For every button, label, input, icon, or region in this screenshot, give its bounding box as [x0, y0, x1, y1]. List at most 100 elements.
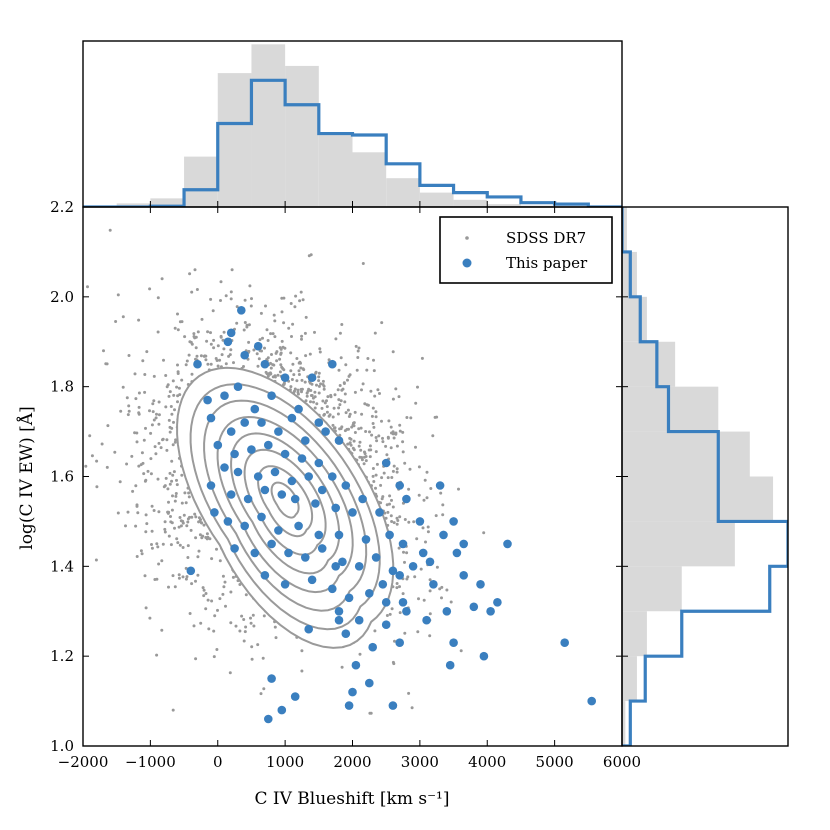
sdss-point — [242, 328, 246, 332]
sdss-point — [338, 403, 342, 407]
legend-this-paper-label: This paper — [506, 254, 588, 272]
sdss-point — [154, 416, 158, 420]
x-tick-label: 5000 — [536, 753, 574, 771]
this-paper-point — [321, 427, 330, 436]
sdss-point — [229, 590, 233, 594]
sdss-point — [229, 290, 233, 294]
sdss-point — [151, 402, 155, 406]
sdss-point — [216, 344, 220, 348]
this-paper-point — [344, 701, 354, 710]
sdss-point — [218, 358, 222, 362]
sdss-point — [317, 391, 321, 395]
sdss-point — [395, 444, 399, 448]
sdss-point — [200, 536, 204, 540]
sdss-point — [157, 422, 161, 426]
sdss-point — [299, 366, 303, 370]
sdss-point — [137, 464, 141, 468]
sdss-point — [348, 412, 352, 416]
sdss-point — [315, 383, 318, 387]
contour-level — [189, 383, 381, 631]
sdss-point — [232, 361, 235, 365]
sdss-point — [189, 528, 193, 532]
sdss-point — [184, 501, 188, 505]
sdss-point — [170, 521, 174, 525]
this-paper-point — [425, 557, 435, 567]
this-paper-point — [378, 580, 388, 589]
sdss-point — [140, 552, 144, 556]
sdss-point — [140, 451, 144, 455]
sdss-point — [197, 549, 201, 553]
sdss-point — [381, 440, 385, 444]
sdss-point — [250, 297, 253, 301]
sdss-point — [127, 354, 131, 357]
sdss-point — [204, 354, 208, 358]
sdss-point — [300, 378, 304, 382]
sdss-point — [148, 616, 152, 620]
contour-level — [176, 366, 395, 649]
sdss-point — [223, 580, 227, 584]
sdss-point — [181, 546, 185, 549]
sdss-point — [395, 522, 399, 526]
sdss-point — [414, 445, 417, 449]
sdss-point — [136, 511, 140, 515]
this-paper-point — [237, 306, 246, 315]
sdss-point — [428, 578, 432, 582]
sdss-point — [200, 317, 204, 321]
sdss-point — [135, 555, 139, 558]
sdss-point — [372, 480, 376, 483]
sdss-point — [242, 365, 245, 368]
sdss-point — [250, 645, 254, 649]
sdss-point — [343, 400, 347, 404]
sdss-point — [410, 706, 414, 710]
sdss-point — [178, 543, 182, 547]
sdss-point — [167, 418, 171, 422]
sdss-point — [172, 393, 176, 397]
sdss-point — [346, 378, 349, 382]
this-paper-point — [193, 359, 202, 369]
sdss-point — [403, 631, 407, 635]
sdss-point — [192, 624, 196, 628]
sdss-point — [172, 420, 175, 424]
sdss-point — [262, 614, 266, 618]
sdss-point — [317, 371, 321, 375]
sdss-point — [333, 426, 337, 430]
sdss-point — [133, 431, 137, 435]
top-histogram-bar — [285, 65, 319, 207]
sdss-point — [385, 453, 389, 457]
sdss-point — [441, 503, 445, 507]
sdss-point — [374, 486, 377, 490]
sdss-point — [116, 511, 120, 515]
sdss-point — [243, 630, 247, 634]
sdss-point — [194, 657, 198, 661]
this-paper-point — [381, 620, 391, 629]
sdss-point — [219, 280, 223, 284]
sdss-point — [296, 390, 300, 394]
sdss-point — [176, 394, 180, 398]
sdss-point — [309, 389, 313, 392]
sdss-point — [176, 363, 179, 367]
sdss-point — [407, 520, 411, 524]
sdss-point — [261, 656, 265, 660]
sdss-point — [309, 400, 312, 404]
this-paper-point — [290, 692, 300, 701]
sdss-point — [167, 585, 170, 589]
sdss-point — [398, 515, 402, 519]
sdss-point — [308, 352, 312, 356]
sdss-point — [346, 408, 350, 412]
sdss-point — [317, 375, 321, 379]
sdss-point — [269, 366, 273, 370]
this-paper-point — [358, 494, 367, 504]
sdss-point — [227, 354, 231, 358]
this-paper-point — [223, 337, 233, 347]
sdss-point — [347, 415, 351, 418]
sdss-point — [341, 387, 345, 391]
this-paper-point — [297, 454, 307, 463]
sdss-point — [482, 531, 486, 535]
sdss-point — [221, 592, 225, 596]
sdss-point — [154, 452, 158, 456]
sdss-point — [190, 515, 194, 519]
sdss-point — [266, 339, 270, 342]
sdss-point — [391, 350, 395, 354]
this-paper-point — [210, 508, 219, 517]
this-paper-point — [226, 427, 236, 436]
